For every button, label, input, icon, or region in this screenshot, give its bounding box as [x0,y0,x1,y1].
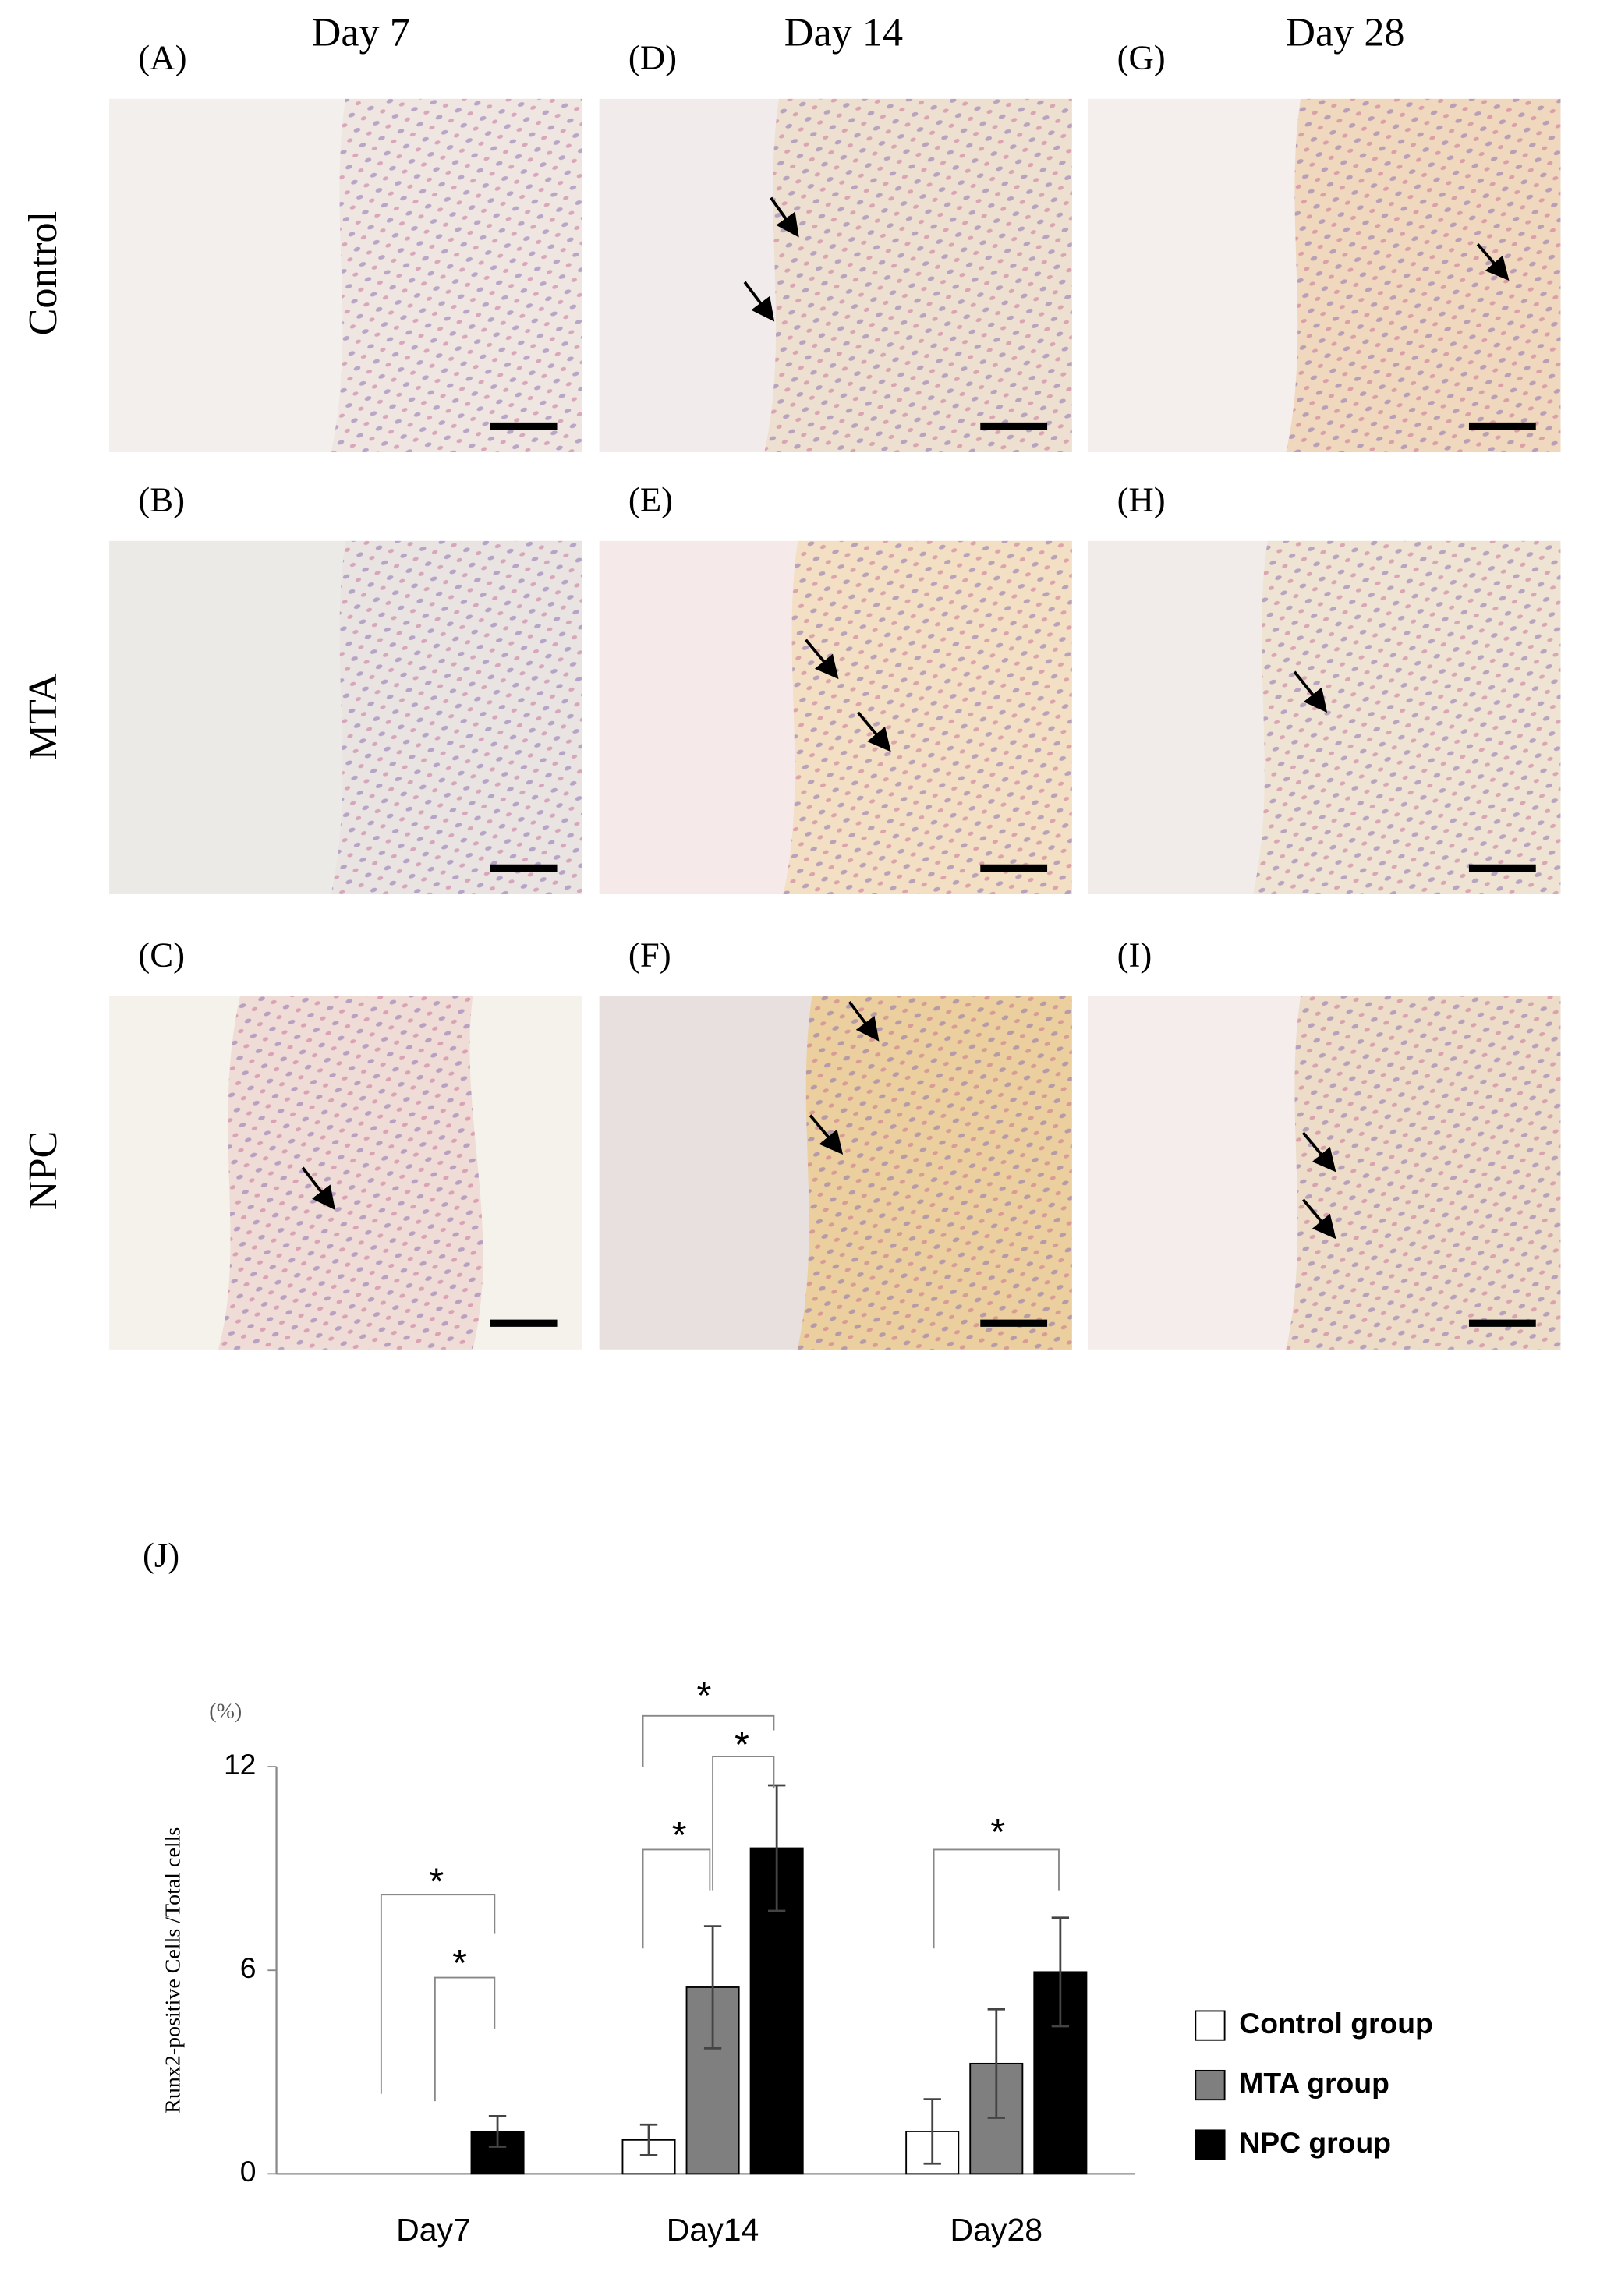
tissue-cells [1252,540,1561,895]
row-label: Control [20,211,65,336]
arrow [857,711,891,752]
legend-swatch [1195,2129,1226,2160]
column-header: Day 28 [1286,10,1404,55]
arrow [1293,670,1328,713]
panel-label: (A) [138,38,186,77]
panel-label: (H) [1117,480,1166,519]
significance-star: * [429,1861,444,1903]
x-tick-label: Day7 [396,2212,471,2248]
panel-label: (F) [628,935,671,974]
micrographs: Day 7 Day 14 Day 28 Control MTA NPC (A) (B) (C) (… [20,10,1561,1350]
tissue-cells [331,98,582,453]
panel-label: (G) [1117,38,1166,77]
error-bar [923,2098,941,2165]
legend-label: Control group [1239,2007,1433,2040]
error-bar [639,2123,658,2156]
panel-label: (I) [1117,935,1152,974]
significance-star: * [672,1814,687,1856]
panel-label: (J) [143,1536,179,1575]
row-label: NPC [20,1131,65,1211]
arrow [805,639,839,680]
panel-label: (E) [628,480,673,519]
tissue-cells [783,540,1072,895]
significance-star: * [452,1942,467,1984]
significance-bracket [642,1714,775,1767]
arrow [1301,1131,1336,1173]
tissue-cells [797,996,1072,1350]
error-bar [488,2114,507,2148]
tissue-cells [218,996,483,1350]
significance-star: * [696,1675,711,1717]
legend-swatch [1195,2010,1226,2041]
arrow [301,1166,335,1211]
x-tick-label: Day14 [667,2212,759,2248]
arrow [1476,243,1510,281]
arrow [1301,1198,1336,1240]
significance-bracket [380,1894,496,2094]
panel-label: (D) [628,38,677,77]
panel-label: (B) [138,480,185,519]
x-tick-label: Day28 [950,2212,1043,2248]
significance-bracket [933,1848,1060,1949]
tissue-cells [1286,996,1561,1350]
significance-bracket [434,1976,496,2102]
error-bar [1051,1916,1070,2028]
legend-label: NPC group [1239,2126,1391,2159]
y-tick-label: 12 [224,1748,257,1781]
panel-label: (C) [138,935,185,974]
arrow [848,1000,880,1042]
significance-star: * [990,1812,1005,1854]
tissue-cells [1286,98,1561,453]
column-header: Day 7 [312,10,410,55]
error-bar [703,1925,722,2050]
legend-label: MTA group [1239,2066,1389,2099]
arrow [809,1114,844,1155]
significance-star: * [735,1725,749,1767]
error-bar [987,2008,1005,2119]
significance-bracket [642,1848,711,1949]
error-bar [767,1784,786,1912]
y-axis-title: Runx2-positive Cells /Total cells [161,1827,185,2114]
y-unit: (%) [209,1700,242,1724]
arrow [770,196,799,238]
significance-bracket [712,1756,775,1891]
y-tick-label: 0 [240,2155,257,2188]
y-tick-label: 6 [240,1951,257,1984]
legend-swatch [1195,2069,1226,2101]
tissue-cells [764,98,1072,453]
row-label: MTA [20,673,65,760]
arrow [743,281,775,322]
column-header: Day 14 [784,10,903,55]
tissue-cells [331,540,582,895]
